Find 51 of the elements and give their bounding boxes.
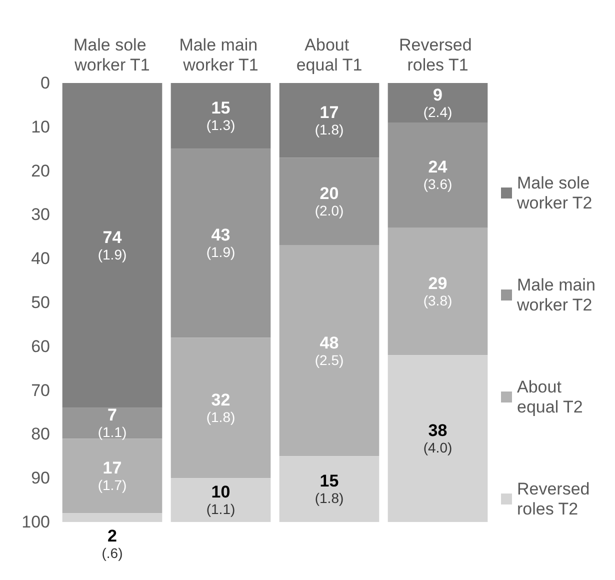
legend-label: About equal T2 bbox=[517, 378, 583, 416]
data-label: 20 (2.0) bbox=[314, 184, 344, 219]
bar bbox=[170, 148, 271, 338]
data-label: 32 (1.8) bbox=[206, 390, 236, 425]
bar bbox=[279, 456, 380, 522]
bar bbox=[279, 245, 380, 456]
bar bbox=[279, 83, 380, 158]
bar bbox=[62, 408, 162, 439]
bar bbox=[388, 228, 488, 356]
bar bbox=[279, 158, 380, 246]
y-tick-label: 80 bbox=[31, 424, 50, 444]
x-tick-label: Male main worker T1 bbox=[179, 36, 262, 74]
x-tick-label: About equal T1 bbox=[296, 36, 362, 74]
bar bbox=[62, 83, 162, 408]
bar bbox=[388, 122, 488, 228]
y-tick-label: 60 bbox=[31, 336, 50, 356]
legend-label: Reversed roles T2 bbox=[517, 480, 594, 518]
data-label: 43 (1.9) bbox=[206, 226, 236, 260]
data-label: 2 (.6) bbox=[102, 526, 123, 561]
y-tick-label: 30 bbox=[31, 205, 50, 224]
y-tick-label: 40 bbox=[31, 249, 50, 268]
bar bbox=[170, 478, 271, 522]
data-label: 9 (2.4) bbox=[423, 85, 452, 120]
legend-label: Male sole worker T2 bbox=[516, 174, 594, 212]
data-label: 17 (1.8) bbox=[314, 102, 344, 138]
bar bbox=[170, 338, 271, 478]
x-tick-label: Male sole worker T1 bbox=[74, 36, 151, 74]
y-tick-label: 20 bbox=[31, 161, 50, 180]
data-label: 38 (4.0) bbox=[423, 421, 452, 456]
y-tick-label: 10 bbox=[31, 117, 50, 136]
y-tick-label: 50 bbox=[31, 293, 50, 312]
y-tick-label: 0 bbox=[40, 74, 50, 92]
data-label: 29 (3.8) bbox=[423, 274, 452, 309]
data-label: 48 (2.5) bbox=[314, 333, 344, 368]
y-tick-label: 70 bbox=[31, 380, 50, 400]
data-label: 15 (1.8) bbox=[314, 472, 344, 506]
data-label: 15 (1.3) bbox=[206, 98, 236, 133]
data-label: 10 (1.1) bbox=[206, 482, 236, 518]
bar bbox=[170, 83, 271, 149]
bar bbox=[62, 513, 162, 522]
data-label: 17 (1.7) bbox=[98, 458, 127, 493]
legend-label: Male main worker T2 bbox=[516, 276, 600, 314]
y-tick-label: 100 bbox=[22, 512, 50, 532]
data-label: 7 (1.1) bbox=[98, 406, 127, 440]
bar bbox=[62, 438, 162, 514]
bar bbox=[388, 355, 488, 522]
data-label: 74 (1.9) bbox=[98, 228, 127, 262]
y-tick-label: 90 bbox=[31, 468, 50, 488]
data-label: 24 (3.6) bbox=[423, 158, 452, 192]
bar bbox=[388, 83, 488, 123]
x-tick-label: Reversed roles T1 bbox=[399, 36, 476, 74]
